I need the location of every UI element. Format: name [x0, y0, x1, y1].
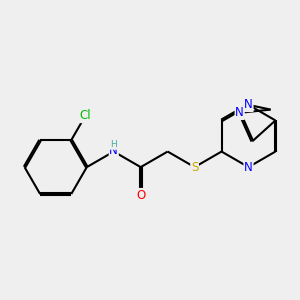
Text: H: H	[110, 142, 117, 152]
Text: Cl: Cl	[80, 110, 91, 122]
Text: N: N	[244, 98, 253, 111]
Text: N: N	[244, 160, 253, 174]
Text: S: S	[191, 160, 198, 174]
Text: N: N	[235, 106, 244, 119]
Text: O: O	[136, 189, 145, 202]
Text: N: N	[110, 143, 118, 157]
Text: H: H	[110, 140, 117, 149]
